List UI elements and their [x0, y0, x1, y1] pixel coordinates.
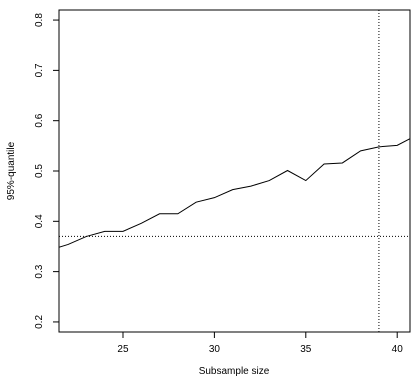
y-axis-title: 95%-quantile	[6, 141, 17, 200]
x-tick-label: 25	[117, 344, 129, 355]
x-tick-label: 30	[209, 344, 221, 355]
y-tick-label: 0.4	[34, 214, 45, 228]
series-line	[59, 138, 410, 248]
x-tick-label: 40	[392, 344, 404, 355]
x-axis-title: Subsample size	[199, 366, 270, 377]
y-tick-label: 0.7	[34, 63, 45, 77]
y-tick-label: 0.8	[34, 13, 45, 27]
plot-frame	[58, 9, 411, 333]
x-tick-label: 35	[300, 344, 312, 355]
y-tick-label: 0.5	[34, 164, 45, 178]
y-tick-label: 0.3	[34, 264, 45, 278]
y-tick-label: 0.6	[34, 113, 45, 127]
y-tick-label: 0.2	[34, 315, 45, 329]
